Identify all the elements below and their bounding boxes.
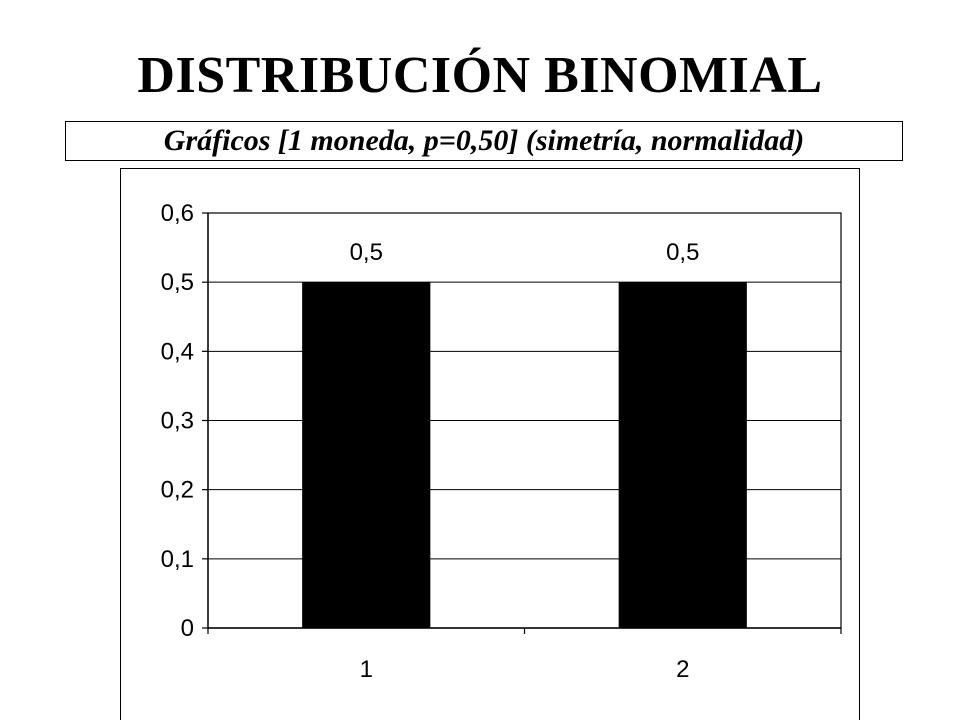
y-tick-label: 0,6	[161, 200, 194, 227]
x-tick-label: 1	[360, 656, 373, 683]
data-label: 0,5	[350, 239, 383, 266]
y-tick-label: 0,4	[161, 338, 194, 365]
y-tick-label: 0,3	[161, 408, 194, 435]
chart-area: 0 0,1 0,2 0,3 0,4 0,5 0,6 0,5 1 0,5 2	[120, 168, 860, 720]
x-tick-label: 2	[676, 656, 689, 683]
y-tick-label: 0,1	[161, 546, 194, 573]
bar	[618, 282, 747, 628]
y-tick-label: 0,2	[161, 477, 194, 504]
y-tick-label: 0	[181, 615, 194, 642]
y-tick-label: 0,5	[161, 269, 194, 296]
data-label: 0,5	[666, 239, 699, 266]
bar	[302, 282, 431, 628]
page-title: DISTRIBUCIÓN BINOMIAL	[137, 47, 823, 104]
page-subtitle: Gráficos [1 moneda, p=0,50] (simetría, n…	[65, 121, 903, 161]
bar-chart: 0 0,1 0,2 0,3 0,4 0,5 0,6 0,5 1 0,5 2	[161, 200, 842, 683]
